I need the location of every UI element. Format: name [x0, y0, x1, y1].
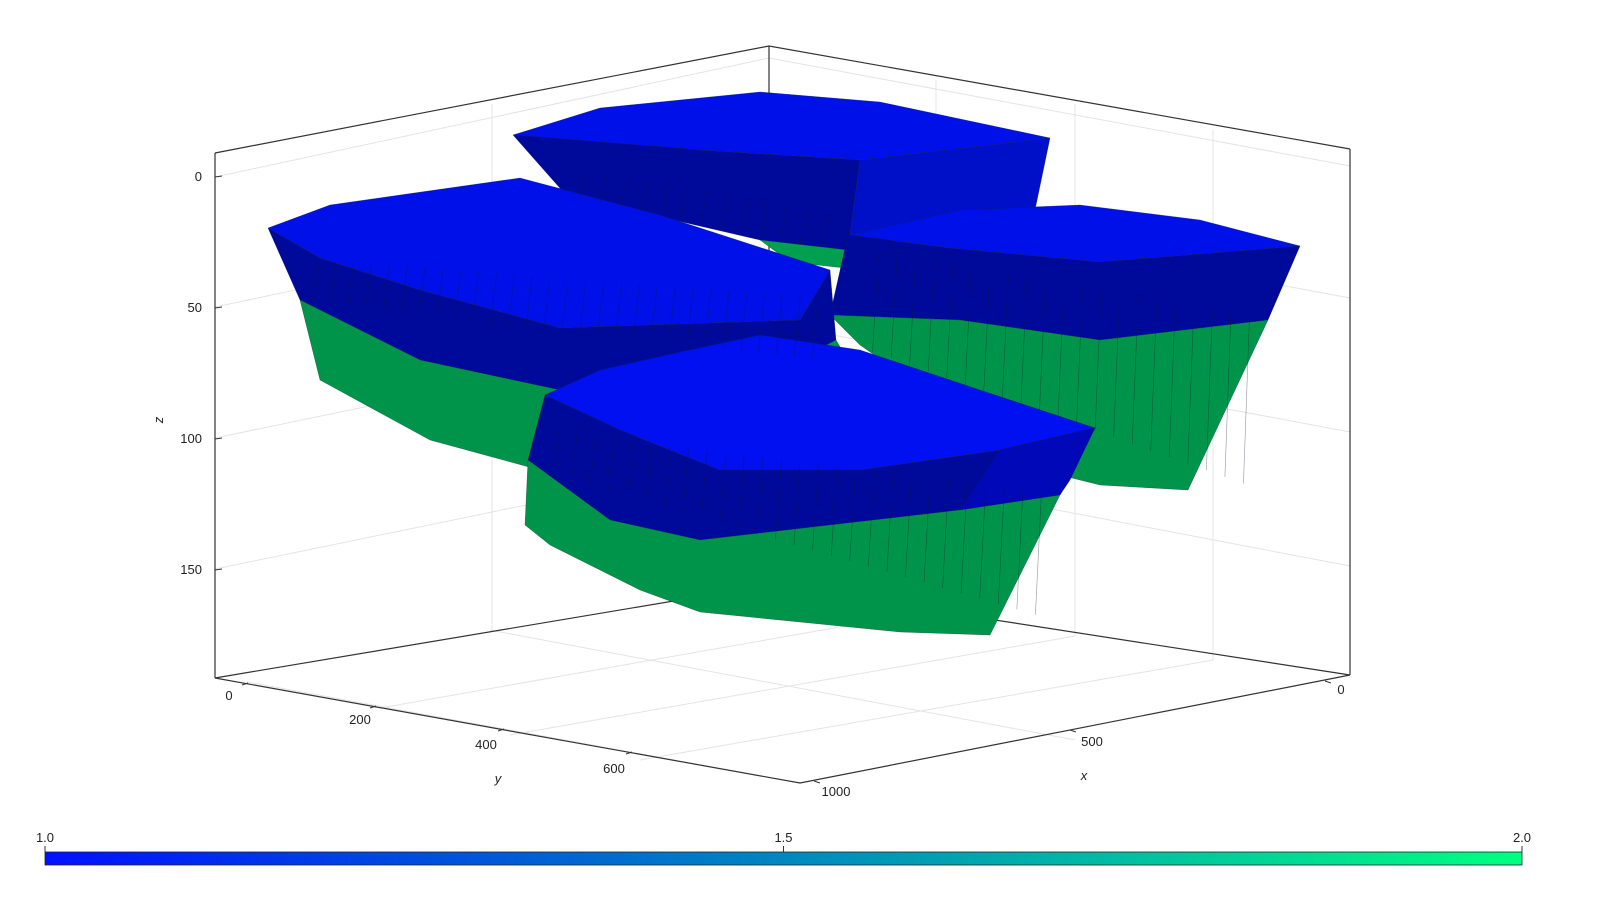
y-axis-label: y [494, 771, 503, 786]
x-tick-label: 1000 [822, 784, 851, 799]
y-tick-label: 600 [603, 761, 625, 776]
x-tick-mark [1069, 729, 1077, 733]
y-tick-label: 0 [225, 688, 232, 703]
z-tick-label: 100 [180, 431, 202, 446]
x-tick-label: 0 [1337, 682, 1344, 697]
z-tick-mark [214, 175, 223, 178]
z-axis-label: z [151, 416, 166, 424]
x-tick-mark [1324, 680, 1332, 684]
colorbar: 1.0 1.5 2.0 [36, 830, 1531, 866]
z-tick-label: 150 [180, 562, 202, 577]
y-tick-mark [625, 751, 633, 755]
front-block [524, 334, 1096, 636]
colorbar-tick-label: 1.5 [774, 830, 792, 845]
back-block [512, 91, 1051, 269]
colorbar-ticks: 1.0 1.5 2.0 [36, 830, 1531, 852]
front-block-side-blue [959, 427, 1096, 511]
mesh-blocks [267, 91, 1301, 636]
z-tick-label: 0 [195, 169, 202, 184]
z-tick-mark [214, 568, 223, 571]
colorbar-gradient [44, 851, 1523, 866]
x-axis-label: x [1080, 768, 1088, 783]
z-tick-mark [214, 437, 223, 440]
y-axis-ticks: 0 200 400 600 [225, 682, 633, 776]
y-tick-mark [497, 728, 505, 732]
y-tick-label: 400 [475, 737, 497, 752]
z-axis-ticks: 0 50 100 150 [180, 169, 223, 577]
right-block [829, 204, 1301, 491]
y-tick-label: 200 [349, 712, 371, 727]
z-tick-mark [214, 306, 223, 309]
x-tick-label: 500 [1081, 734, 1103, 749]
z-tick-label: 50 [188, 300, 202, 315]
y-tick-mark [241, 682, 249, 686]
y-tick-mark [369, 705, 377, 709]
colorbar-tick-label: 1.0 [36, 830, 54, 845]
colorbar-tick-label: 2.0 [1513, 830, 1531, 845]
x-axis-ticks: 0 500 1000 [813, 680, 1345, 799]
x-tick-mark [813, 780, 821, 784]
front-block-front-green [524, 459, 1061, 636]
